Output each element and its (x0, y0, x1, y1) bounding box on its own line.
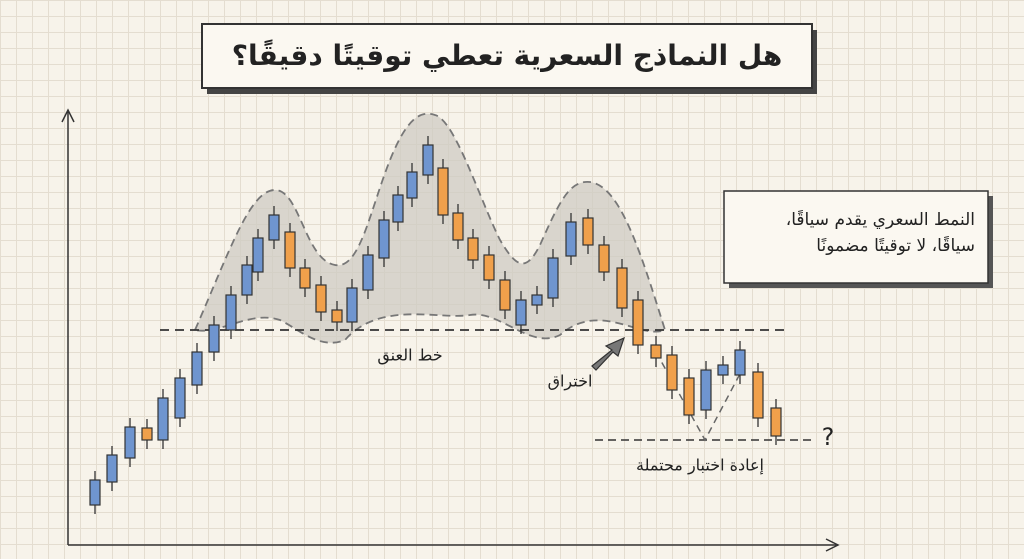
candle-body (467, 237, 479, 261)
candle-body (547, 257, 559, 299)
candle-body (406, 171, 418, 199)
candle-body (346, 287, 358, 323)
candle-body (499, 279, 511, 311)
axis-arrow (825, 538, 840, 552)
candle-body (598, 244, 610, 273)
candle-body (174, 377, 186, 419)
candle-body (331, 309, 343, 323)
question-mark: ? (822, 423, 835, 451)
breakout-arrow (591, 336, 625, 371)
candles (89, 136, 782, 514)
candle-body (315, 284, 327, 313)
callout-line: سياقًا، لا توقيتًا مضمونًا (816, 235, 975, 256)
candle-body (700, 369, 712, 411)
candle-body (683, 377, 695, 416)
candle-body (208, 324, 220, 353)
candle-body (616, 267, 628, 309)
candle-body (252, 237, 264, 273)
callout-line: النمط السعري يقدم سياقًا، (786, 209, 975, 230)
candle-body (666, 354, 678, 391)
candle-body (284, 231, 296, 269)
retest-label: إعادة اختبار محتملة (636, 456, 764, 476)
axis-arrow (61, 108, 75, 123)
candle-body (582, 217, 594, 246)
callout-box (723, 190, 989, 284)
candle-body (362, 254, 374, 291)
candle-body (392, 194, 404, 223)
candle-body (717, 364, 729, 376)
candle-body (452, 212, 464, 241)
retest-path (655, 351, 743, 442)
title: هل النماذج السعرية تعطي توقيتًا دقيقًا؟ (232, 38, 783, 73)
candle-body (225, 294, 237, 331)
candle-body (141, 427, 153, 441)
candle-body (268, 214, 280, 241)
candle-body (89, 479, 101, 506)
candle-body (770, 407, 782, 437)
candle-body (734, 349, 746, 376)
candle-body (565, 221, 577, 257)
candle-body (124, 426, 136, 459)
candle-body (632, 299, 644, 346)
candle-body (422, 144, 434, 176)
candle-body (531, 294, 543, 306)
candle-body (191, 351, 203, 386)
candle-body (378, 219, 390, 259)
candle-body (241, 264, 253, 296)
title-box (201, 23, 813, 89)
candle-body (752, 371, 764, 419)
candle-body (157, 397, 169, 441)
candle-body (483, 254, 495, 281)
candle-body (299, 267, 311, 289)
neckline-label: خط العنق (377, 346, 442, 366)
breakout-label: اختراق (548, 372, 593, 392)
candle-body (650, 344, 662, 359)
candle-body (437, 167, 449, 216)
candle-body (515, 299, 527, 326)
candle-body (106, 454, 118, 483)
